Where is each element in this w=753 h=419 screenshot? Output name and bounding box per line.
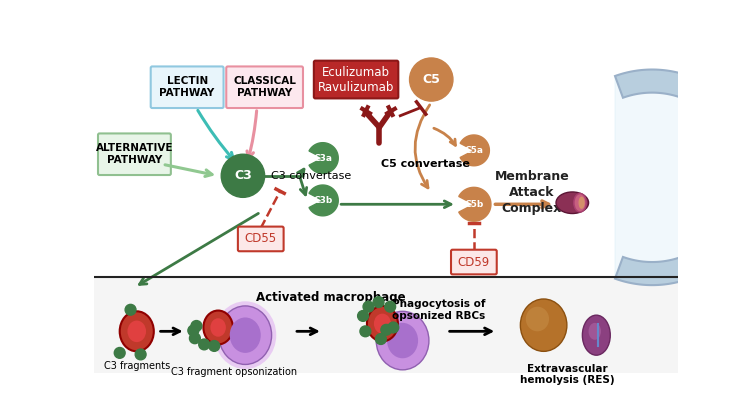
Circle shape <box>188 325 199 336</box>
Text: C5: C5 <box>422 73 441 86</box>
FancyBboxPatch shape <box>238 227 284 251</box>
Ellipse shape <box>367 306 398 341</box>
Circle shape <box>385 301 395 312</box>
Text: Membrane
Attack
Complex: Membrane Attack Complex <box>495 170 569 215</box>
Ellipse shape <box>374 313 391 334</box>
Ellipse shape <box>387 323 418 358</box>
Circle shape <box>209 341 220 352</box>
Text: CD55: CD55 <box>245 233 277 246</box>
Circle shape <box>373 297 384 308</box>
Ellipse shape <box>573 193 587 213</box>
Ellipse shape <box>376 311 429 370</box>
Ellipse shape <box>210 318 226 337</box>
Polygon shape <box>615 70 753 285</box>
Text: C3 fragment opsonization: C3 fragment opsonization <box>171 367 297 377</box>
FancyBboxPatch shape <box>451 250 497 274</box>
Circle shape <box>191 321 202 331</box>
Circle shape <box>376 334 386 344</box>
Text: C5a: C5a <box>465 146 483 155</box>
Polygon shape <box>459 187 491 221</box>
Ellipse shape <box>120 311 154 352</box>
Text: Eculizumab
Ravulizumab: Eculizumab Ravulizumab <box>318 65 395 93</box>
Circle shape <box>388 322 398 333</box>
Circle shape <box>190 333 200 344</box>
Bar <box>94 277 678 373</box>
Ellipse shape <box>230 318 261 353</box>
Ellipse shape <box>219 306 272 365</box>
Circle shape <box>221 154 264 197</box>
Circle shape <box>199 339 209 350</box>
Text: CD59: CD59 <box>458 256 490 269</box>
Ellipse shape <box>575 194 586 211</box>
Text: ALTERNATIVE
PATHWAY: ALTERNATIVE PATHWAY <box>96 143 173 165</box>
Ellipse shape <box>578 197 584 209</box>
Text: LECTIN
PATHWAY: LECTIN PATHWAY <box>160 76 215 98</box>
Polygon shape <box>309 143 338 173</box>
Circle shape <box>125 304 136 315</box>
Ellipse shape <box>582 315 610 355</box>
Circle shape <box>358 310 368 321</box>
Polygon shape <box>615 70 753 285</box>
FancyBboxPatch shape <box>314 61 398 98</box>
Circle shape <box>410 58 453 101</box>
Text: C3a: C3a <box>313 154 332 163</box>
Text: C3b: C3b <box>313 196 332 205</box>
Polygon shape <box>460 135 489 166</box>
Circle shape <box>381 324 392 335</box>
Text: C5b: C5b <box>465 200 483 209</box>
Circle shape <box>363 301 374 312</box>
FancyBboxPatch shape <box>98 133 171 175</box>
Ellipse shape <box>203 310 233 344</box>
Ellipse shape <box>520 299 567 352</box>
Ellipse shape <box>526 307 549 331</box>
Polygon shape <box>309 185 338 216</box>
FancyBboxPatch shape <box>151 67 224 108</box>
Text: CLASSICAL
PATHWAY: CLASSICAL PATHWAY <box>233 76 296 98</box>
Text: C3 convertase: C3 convertase <box>271 171 351 181</box>
Text: C5 convertase: C5 convertase <box>381 159 470 169</box>
Text: Phagocytosis of
opsonized RBCs: Phagocytosis of opsonized RBCs <box>392 299 486 321</box>
Text: C3 fragments: C3 fragments <box>104 361 170 370</box>
Circle shape <box>114 347 125 358</box>
Circle shape <box>360 326 370 337</box>
Circle shape <box>136 349 146 360</box>
Text: C3: C3 <box>234 169 252 182</box>
FancyBboxPatch shape <box>226 67 303 108</box>
Ellipse shape <box>589 323 601 340</box>
Text: Extravascular
hemolysis (RES): Extravascular hemolysis (RES) <box>520 364 614 385</box>
Ellipse shape <box>556 192 589 214</box>
Ellipse shape <box>127 321 146 342</box>
Text: Activated macrophage: Activated macrophage <box>256 290 405 303</box>
Ellipse shape <box>215 301 276 369</box>
